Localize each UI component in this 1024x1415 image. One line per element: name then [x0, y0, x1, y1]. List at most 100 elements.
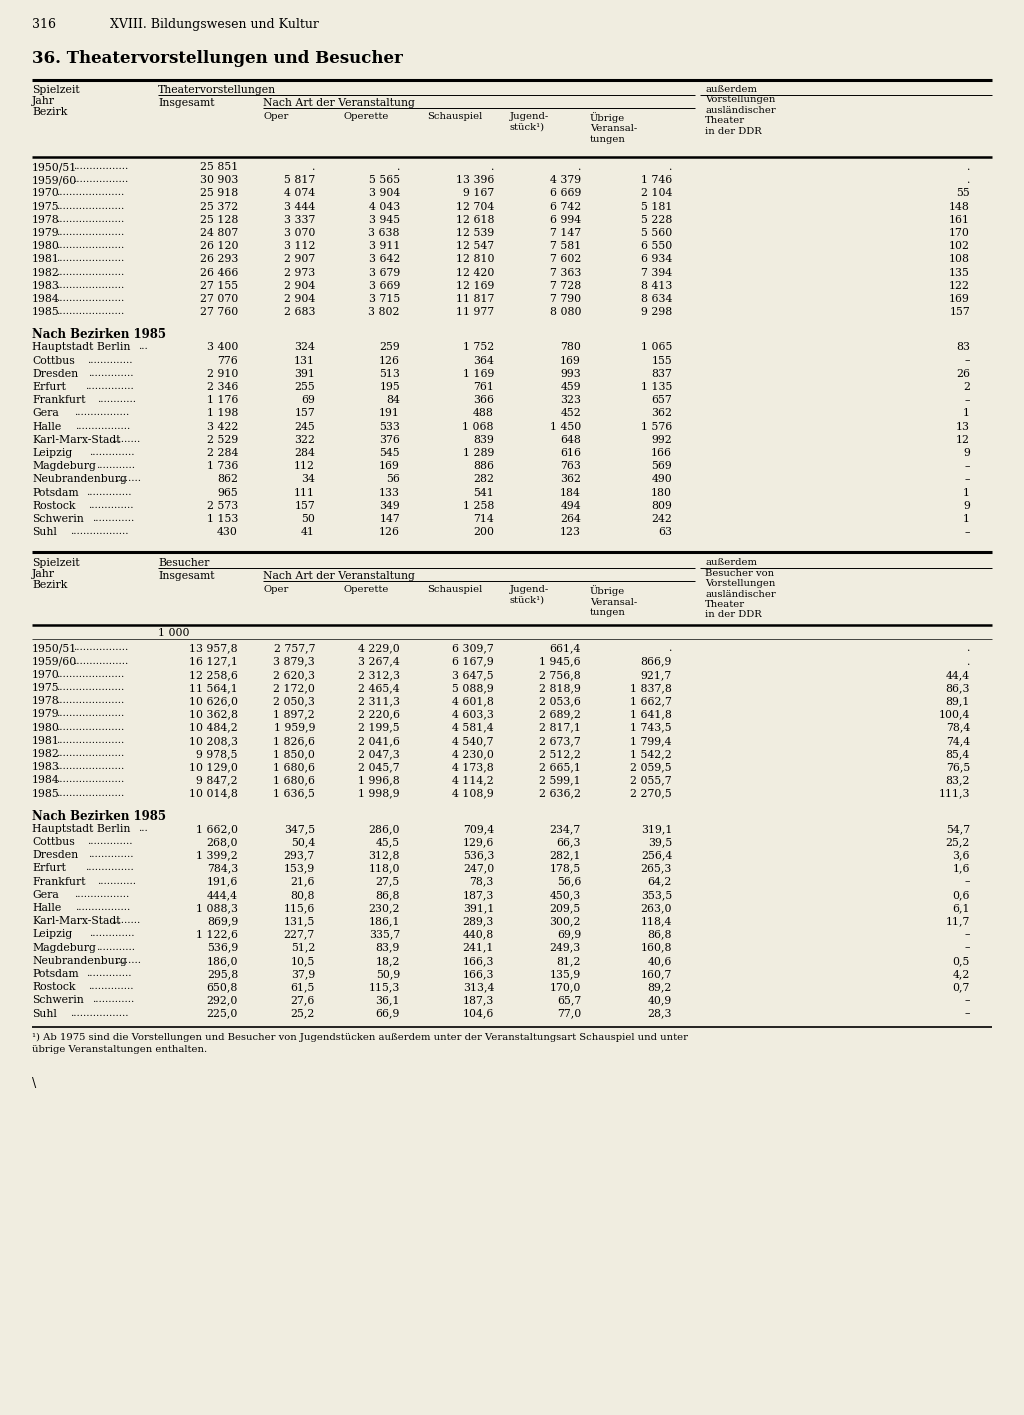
Text: 444,4: 444,4: [207, 890, 238, 900]
Text: Hauptstadt Berlin: Hauptstadt Berlin: [32, 342, 130, 352]
Text: 12 704: 12 704: [456, 201, 494, 212]
Text: ..............: ..............: [88, 982, 133, 990]
Text: ..............: ..............: [86, 969, 131, 978]
Text: 921,7: 921,7: [641, 669, 672, 679]
Text: 9 847,2: 9 847,2: [197, 775, 238, 785]
Text: 1959/60: 1959/60: [32, 657, 77, 666]
Text: –: –: [965, 355, 970, 365]
Text: 40,6: 40,6: [647, 955, 672, 966]
Text: 4 603,3: 4 603,3: [453, 709, 494, 719]
Text: 259: 259: [379, 342, 400, 352]
Text: 1975: 1975: [32, 683, 59, 693]
Text: 89,1: 89,1: [945, 696, 970, 706]
Text: 12 618: 12 618: [456, 215, 494, 225]
Text: 452: 452: [560, 409, 581, 419]
Text: 1 743,5: 1 743,5: [631, 723, 672, 733]
Text: 3 337: 3 337: [284, 215, 315, 225]
Text: 27 760: 27 760: [200, 307, 238, 317]
Text: Halle: Halle: [32, 422, 61, 432]
Text: 6 934: 6 934: [641, 255, 672, 265]
Text: 3 879,3: 3 879,3: [273, 657, 315, 666]
Text: Insgesamt: Insgesamt: [158, 572, 214, 582]
Text: 2 529: 2 529: [207, 434, 238, 444]
Text: 10 014,8: 10 014,8: [189, 788, 238, 798]
Text: .....................: .....................: [56, 749, 125, 758]
Text: .................: .................: [74, 890, 129, 899]
Text: 178,5: 178,5: [550, 863, 581, 873]
Text: 322: 322: [294, 434, 315, 444]
Text: 249,3: 249,3: [550, 942, 581, 952]
Text: 3 647,5: 3 647,5: [453, 669, 494, 679]
Text: 108: 108: [949, 255, 970, 265]
Text: 1 746: 1 746: [641, 175, 672, 185]
Text: Frankfurt: Frankfurt: [32, 877, 85, 887]
Text: 5 565: 5 565: [369, 175, 400, 185]
Text: Frankfurt: Frankfurt: [32, 395, 85, 405]
Text: 2: 2: [963, 382, 970, 392]
Text: .: .: [490, 161, 494, 173]
Text: 292,0: 292,0: [207, 995, 238, 1006]
Text: 886: 886: [473, 461, 494, 471]
Text: 100,4: 100,4: [939, 709, 970, 719]
Text: 27,5: 27,5: [376, 877, 400, 887]
Text: –: –: [965, 461, 970, 471]
Text: –: –: [965, 877, 970, 887]
Text: 160,7: 160,7: [641, 969, 672, 979]
Text: 7 790: 7 790: [550, 294, 581, 304]
Text: 86,8: 86,8: [647, 930, 672, 940]
Text: 86,8: 86,8: [376, 890, 400, 900]
Text: 648: 648: [560, 434, 581, 444]
Text: 147: 147: [379, 514, 400, 524]
Text: 187,3: 187,3: [463, 995, 494, 1006]
Text: Erfurt: Erfurt: [32, 382, 66, 392]
Text: 1985: 1985: [32, 307, 59, 317]
Text: 25,2: 25,2: [291, 1009, 315, 1019]
Text: ..............: ..............: [89, 930, 134, 938]
Text: 5 560: 5 560: [641, 228, 672, 238]
Text: 66,9: 66,9: [376, 1009, 400, 1019]
Text: 1980: 1980: [32, 723, 59, 733]
Text: 7 363: 7 363: [550, 267, 581, 277]
Text: 440,8: 440,8: [463, 930, 494, 940]
Text: 1980: 1980: [32, 241, 59, 252]
Text: 135,9: 135,9: [550, 969, 581, 979]
Text: 89,2: 89,2: [647, 982, 672, 992]
Text: 186,0: 186,0: [207, 955, 238, 966]
Text: 3 679: 3 679: [369, 267, 400, 277]
Text: 12 169: 12 169: [456, 280, 494, 291]
Text: 41: 41: [301, 528, 315, 538]
Text: 1984: 1984: [32, 294, 59, 304]
Text: –: –: [965, 474, 970, 484]
Text: Spielzeit: Spielzeit: [32, 559, 80, 569]
Text: 391,1: 391,1: [463, 903, 494, 913]
Text: 391: 391: [294, 369, 315, 379]
Text: 11,7: 11,7: [945, 916, 970, 927]
Text: 2 311,3: 2 311,3: [358, 696, 400, 706]
Text: 4 540,7: 4 540,7: [453, 736, 494, 746]
Text: 8 413: 8 413: [641, 280, 672, 291]
Text: 170: 170: [949, 228, 970, 238]
Text: Nach Art der Veranstaltung: Nach Art der Veranstaltung: [263, 572, 415, 582]
Text: Jugend-
stück¹): Jugend- stück¹): [510, 586, 549, 604]
Text: Operette: Operette: [343, 586, 388, 594]
Text: 25 851: 25 851: [200, 161, 238, 173]
Text: Schwerin: Schwerin: [32, 995, 84, 1006]
Text: 763: 763: [560, 461, 581, 471]
Text: 11 977: 11 977: [456, 307, 494, 317]
Text: Nach Bezirken 1985: Nach Bezirken 1985: [32, 809, 166, 822]
Text: 2 599,1: 2 599,1: [540, 775, 581, 785]
Text: 13 396: 13 396: [456, 175, 494, 185]
Text: 3 444: 3 444: [284, 201, 315, 212]
Text: 1978: 1978: [32, 215, 59, 225]
Text: Übrige
Veransal-
tungen: Übrige Veransal- tungen: [590, 586, 637, 617]
Text: 10 626,0: 10 626,0: [189, 696, 238, 706]
Text: 6 742: 6 742: [550, 201, 581, 212]
Text: 5 088,9: 5 088,9: [453, 683, 494, 693]
Text: 50,9: 50,9: [376, 969, 400, 979]
Text: ..............: ..............: [86, 488, 131, 497]
Text: 324: 324: [294, 342, 315, 352]
Text: .....................: .....................: [56, 696, 125, 705]
Text: 376: 376: [379, 434, 400, 444]
Text: 4 108,9: 4 108,9: [453, 788, 494, 798]
Text: 83,9: 83,9: [376, 942, 400, 952]
